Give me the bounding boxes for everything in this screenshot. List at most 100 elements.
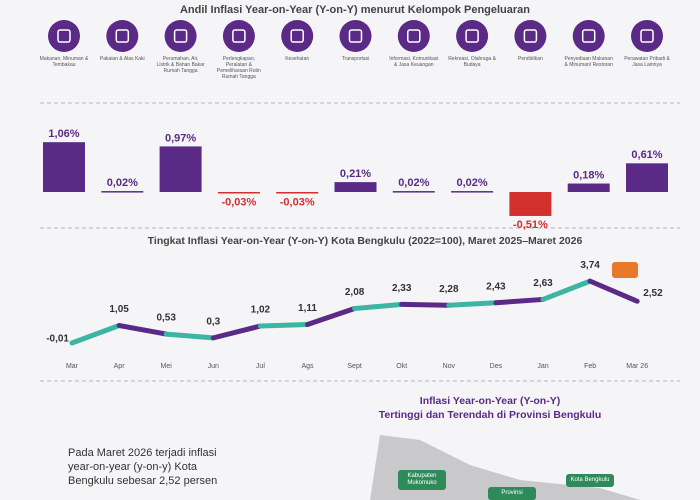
x-tick-label: Okt [396, 363, 407, 370]
icon-glyph [640, 29, 654, 43]
bar [43, 142, 85, 192]
category-icon [222, 20, 255, 52]
x-tick-label: Apr [114, 363, 126, 370]
bar [276, 192, 319, 194]
value-label: 2,33 [392, 283, 412, 294]
category-icon [106, 20, 139, 52]
line-segment [116, 323, 169, 337]
value-label: 0,18% [573, 169, 604, 181]
category-label: Makanan, Minuman & Tembakau [39, 56, 89, 68]
icon-glyph [232, 29, 246, 43]
value-label: -0,03% [280, 196, 315, 208]
value-label: 2,08 [345, 287, 365, 298]
line-segment [399, 301, 452, 308]
value-label: 2,43 [486, 281, 506, 292]
line-segment [352, 301, 405, 312]
chart-title: Tingkat Inflasi Year-on-Year (Y-on-Y) Ko… [148, 235, 583, 247]
panel-subtitle: Tertinggi dan Terendah di Provinsi Bengk… [379, 409, 601, 421]
value-label: 1,02 [251, 305, 271, 316]
bar [509, 192, 552, 216]
category-icon [456, 20, 489, 52]
value-label: 0,53 [156, 313, 176, 324]
icon-glyph [407, 29, 421, 43]
line-segment [163, 331, 216, 341]
category-label: Kesehatan [285, 56, 310, 62]
x-tick-label: Ags [301, 363, 314, 370]
line-segment [587, 278, 640, 304]
line-segment [257, 322, 310, 329]
line-segment [69, 323, 122, 346]
category-label: Perawatan Pribadi & Jasa Lainnya [624, 56, 670, 68]
summary-text: Pada Maret 2026 terjadi inflasi year-on-… [68, 447, 218, 487]
icon-glyph [523, 29, 538, 43]
value-label: 0,02% [398, 177, 429, 189]
bar [567, 183, 610, 192]
truck-icon [612, 262, 638, 278]
x-tick-label: Feb [584, 363, 596, 370]
value-label: 0,61% [631, 149, 662, 161]
category-icon [281, 20, 314, 52]
value-label: 0,21% [340, 168, 371, 180]
map-label: Kota Bengkulu [566, 474, 614, 487]
icon-glyph [115, 29, 130, 43]
line-segment [540, 278, 593, 302]
line-segment [210, 323, 263, 341]
x-tick-label: Nov [443, 363, 456, 370]
value-label: 1,06% [48, 128, 79, 140]
value-label: 0,3 [206, 317, 220, 328]
category-icon [631, 20, 663, 52]
x-tick-label: Mei [161, 363, 173, 370]
map-label: Provinsi [488, 487, 536, 500]
bar [334, 182, 377, 192]
bar [392, 191, 435, 193]
bar [101, 191, 144, 193]
line-segment [305, 306, 358, 328]
line-segment [493, 296, 546, 306]
value-label: 2,28 [439, 284, 459, 295]
value-label: -0,03% [221, 196, 256, 208]
x-tick-label: Jun [208, 363, 219, 370]
category-label: Perlengkapan, Peralatan & Pemeliharaan R… [216, 56, 261, 80]
bar [217, 192, 260, 194]
bar [626, 163, 668, 192]
category-label: Transportasi [341, 56, 370, 62]
chart-title: Andil Inflasi Year-on-Year (Y-on-Y) menu… [180, 4, 530, 16]
panel-title: Inflasi Year-on-Year (Y-on-Y) [420, 395, 560, 407]
icon-glyph [581, 29, 596, 43]
category-label: Informasi, Komunikasi & Jasa Keuangan [389, 56, 439, 68]
map-label: Kabupaten Mukomuko [398, 470, 446, 490]
value-label: 0,97% [165, 132, 196, 144]
icon-glyph [465, 29, 479, 43]
category-icon [397, 20, 430, 52]
line-segment [446, 300, 499, 308]
category-label: Pendidikan [518, 56, 543, 62]
x-tick-label: Mar 26 [626, 363, 648, 370]
bar [451, 191, 494, 193]
category-label: Penyediaan Makanan & Minuman/ Restoran [564, 56, 613, 68]
x-tick-label: Mar [66, 363, 79, 370]
value-label: 1,11 [298, 303, 317, 314]
x-tick-label: Jan [537, 363, 548, 370]
bar [159, 146, 202, 192]
category-icon [164, 20, 197, 52]
value-label: 2,52 [643, 288, 663, 299]
icon-glyph [290, 29, 304, 43]
category-icon [48, 20, 80, 52]
value-label: 0,02% [456, 177, 487, 189]
value-label: 3,74 [580, 260, 600, 271]
value-label: 1,05 [109, 304, 129, 315]
value-label: 2,63 [533, 278, 553, 289]
category-label: Perumahan, Air, Listrik & Bahan Bakar Ru… [156, 56, 205, 74]
x-tick-label: Des [490, 363, 503, 370]
icon-glyph [57, 29, 71, 43]
category-icon [572, 20, 605, 52]
icon-glyph [173, 29, 188, 43]
value-label: -0,51% [513, 219, 548, 231]
icon-glyph [348, 29, 363, 43]
x-tick-label: Jul [256, 363, 265, 370]
x-tick-label: Sept [347, 363, 361, 370]
category-icon [514, 20, 547, 52]
category-label: Rekreasi, Olahraga & Budaya [448, 56, 496, 68]
